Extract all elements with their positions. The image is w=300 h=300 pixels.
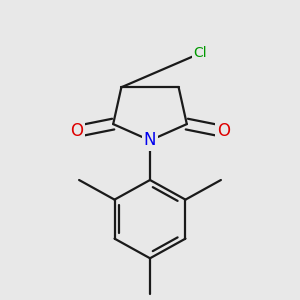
Text: N: N: [144, 131, 156, 149]
Text: O: O: [217, 122, 230, 140]
Text: O: O: [70, 122, 83, 140]
Text: Cl: Cl: [194, 46, 207, 60]
